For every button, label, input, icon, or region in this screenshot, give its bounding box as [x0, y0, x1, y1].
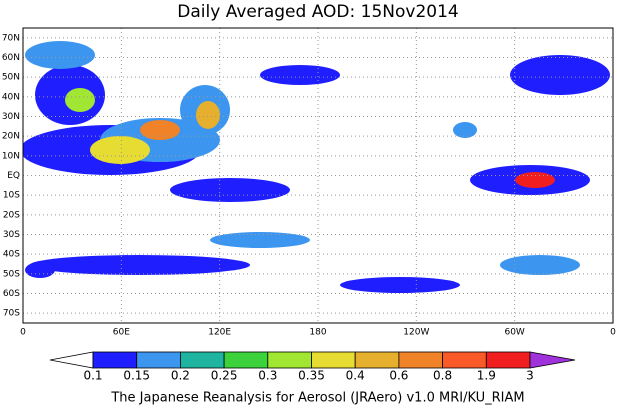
lon-label: 0	[20, 328, 26, 338]
colorbar-box	[442, 351, 487, 369]
colorbar-box	[136, 351, 181, 369]
lon-label: 0	[610, 328, 616, 338]
colorbar-label: 0.3	[258, 369, 277, 383]
lat-label: 20S	[3, 210, 20, 220]
lon-label: 60E	[113, 328, 130, 338]
colorbar-box	[311, 351, 356, 369]
lat-label: 30S	[3, 230, 20, 240]
lon-label: 60W	[504, 328, 524, 338]
colorbar-box	[398, 351, 443, 369]
colorbar-box	[223, 351, 269, 369]
lat-label: 40S	[3, 250, 20, 260]
lat-label: 50S	[3, 269, 20, 279]
colorbar-box	[485, 351, 531, 369]
footer: The Japanese Reanalysis for Aerosol (JRA…	[110, 391, 524, 406]
map-frame	[22, 27, 614, 324]
lat-label: 70N	[2, 33, 20, 43]
colorbar-label: 0.35	[298, 369, 325, 383]
colorbar-label: 1.9	[477, 369, 496, 383]
lat-label: 60N	[2, 53, 20, 63]
lon-label: 180	[309, 328, 326, 338]
graticule: 70N 60N 50N 40N 30N 20N 10N EQ 10S 20S 30S 40S 50S 60…	[2, 28, 616, 338]
colorbar-label: 0.2	[171, 369, 190, 383]
lat-label: EQ	[7, 171, 20, 181]
colorbar-low	[49, 351, 94, 369]
colorbar-box	[354, 351, 400, 369]
lat-label: 20N	[2, 132, 20, 142]
lat-label: 30N	[2, 112, 20, 122]
lat-label: 60S	[3, 289, 20, 299]
lat-label: 10S	[3, 191, 20, 201]
colorbar: 0.1 0.15 0.2 0.25 0.3 0.35 0.4 0.6 0.8 1.9 3	[49, 351, 576, 383]
colorbar-label: 3	[526, 369, 534, 383]
colorbar-label: 0.25	[211, 369, 238, 383]
colorbar-label: 0.15	[123, 369, 150, 383]
lat-label: 40N	[2, 92, 20, 102]
colorbar-box	[267, 351, 312, 369]
colorbar-label: 0.8	[433, 369, 452, 383]
colorbar-label: 0.4	[346, 369, 365, 383]
lat-label: 70S	[3, 309, 20, 319]
title: Daily Averaged AOD: 15Nov2014	[177, 2, 458, 22]
colorbar-box	[92, 351, 138, 369]
colorbar-label: 0.1	[83, 369, 102, 383]
lat-label: 50N	[2, 73, 20, 83]
lon-label: 120W	[403, 328, 429, 338]
aod-field	[23, 28, 613, 323]
lat-label: 10N	[2, 151, 20, 161]
colorbar-high	[529, 351, 576, 369]
colorbar-box	[179, 351, 225, 369]
colorbar-label: 0.6	[389, 369, 408, 383]
lon-label: 120E	[208, 328, 231, 338]
